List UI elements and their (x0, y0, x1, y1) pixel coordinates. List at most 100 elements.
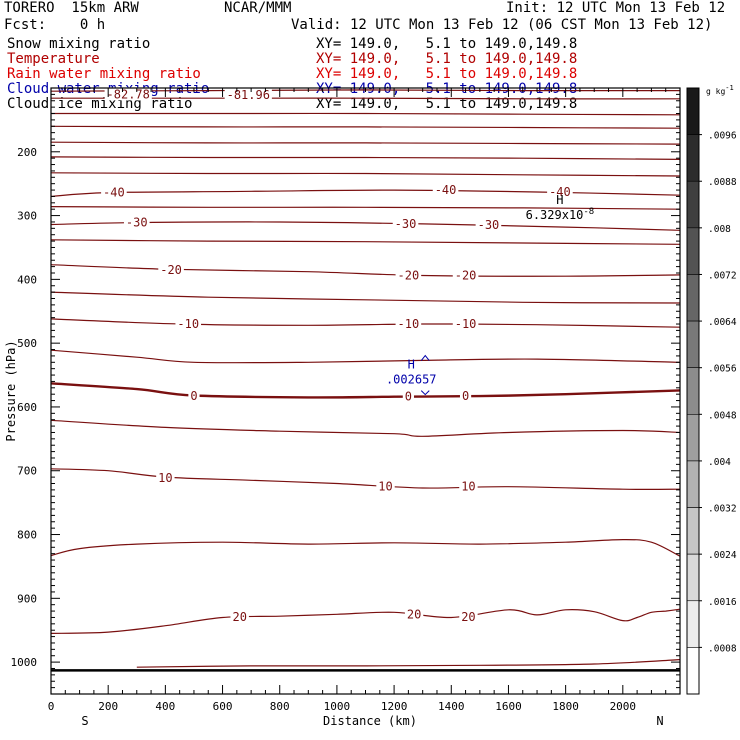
isotherm-line (50, 608, 681, 634)
isotherm-line (50, 291, 681, 304)
colorbar-tick-label: .0048 (708, 410, 737, 421)
x-tick-label: 1800 (552, 700, 579, 713)
center-title: NCAR/MMM (224, 0, 292, 16)
contour-label: -40 (435, 183, 457, 197)
x-tick-label: 400 (155, 700, 175, 713)
isotherm-line (50, 172, 681, 177)
field-name: Snow mixing ratio (7, 36, 151, 52)
isotherm-line (50, 468, 681, 491)
south-label: S (81, 714, 88, 728)
contour-label: -30 (126, 216, 148, 230)
contour-label-bg (459, 609, 478, 623)
colorbar-segment (686, 367, 700, 415)
model-title: TORERO 15km ARW (4, 0, 139, 16)
contour-label-bg (452, 268, 479, 282)
isotherm-line (50, 189, 681, 197)
contour-label-bg (459, 479, 478, 493)
isotherm-line (50, 419, 681, 437)
isotherm-line (50, 206, 681, 210)
contour-label: -10 (455, 317, 477, 331)
isotherm-line (50, 156, 681, 160)
colorbar-tick-label: .0072 (708, 270, 737, 281)
contour-label-bg (123, 215, 150, 229)
colorbar-unit-exponent: -1 (725, 84, 733, 92)
colorbar-frame (686, 87, 700, 695)
colorbar-segment (686, 460, 700, 508)
isotherm-line (50, 112, 681, 116)
contour-label: -40 (103, 186, 125, 200)
colorbar-tick-label: .008 (708, 224, 731, 235)
contour-label: -20 (455, 269, 477, 283)
x-tick-label: 1600 (495, 700, 522, 713)
isotherm-line (50, 349, 681, 364)
extremum-high-mark: H (408, 358, 415, 372)
contour-label: 20 (407, 607, 421, 621)
colorbar-tick-label: .0056 (708, 364, 737, 375)
x-tick-label: 800 (270, 700, 290, 713)
colorbar-tick-label: .0024 (708, 550, 737, 561)
field-xy-range: XY= 149.0, 5.1 to 149.0,149.8 (316, 36, 578, 52)
field-xy-range: XY= 149.0, 5.1 to 149.0,149.8 (316, 66, 578, 82)
colorbar-segment (686, 647, 700, 695)
contour-label-bg (547, 184, 573, 198)
contour-label-bg (101, 185, 127, 199)
contour-label-bg (376, 479, 395, 493)
colorbar-segment (686, 134, 700, 182)
isotherm-line (50, 125, 681, 129)
colorbar-segment (686, 600, 700, 648)
isotherm-line (50, 318, 681, 328)
extremum-high-mark: H (556, 193, 563, 207)
isotherm-line (50, 264, 681, 277)
x-tick-label: 1200 (381, 700, 408, 713)
north-label: N (656, 714, 663, 728)
contour-label: -81.96 (227, 88, 270, 102)
y-tick-label: 500 (17, 337, 37, 350)
field-name: Temperature (7, 51, 100, 67)
isotherm-line (50, 382, 681, 399)
field-xy-range: XY= 149.0, 5.1 to 149.0,149.8 (316, 51, 578, 67)
contour-label: -10 (398, 317, 420, 331)
colorbar-segment (686, 274, 700, 322)
contour-label: 0 (405, 390, 412, 404)
colorbar-tick-label: .0032 (708, 504, 737, 515)
contour-label-bg (230, 609, 249, 623)
colorbar-segment (686, 320, 700, 368)
contour-label-bg (452, 317, 479, 331)
contour-label-bg (459, 389, 472, 403)
extremum-value-mantissa: .002657 (386, 373, 437, 387)
contour-label: 10 (461, 480, 475, 494)
y-tick-label: 300 (17, 210, 37, 223)
isotherm-line (50, 239, 681, 245)
contour-label: -10 (177, 317, 199, 331)
y-axis-title: Pressure (hPa) (4, 340, 18, 441)
field-name: Cloud ice mixing ratio (7, 96, 193, 112)
y-tick-label: 800 (17, 529, 37, 542)
x-tick-label: 200 (98, 700, 118, 713)
colorbar-segment (686, 507, 700, 555)
contour-label: 10 (158, 471, 172, 485)
contour-label-bg (475, 218, 502, 232)
isotherm-line (50, 141, 681, 145)
x-tick-label: 2000 (610, 700, 637, 713)
isotherm-line (50, 538, 681, 557)
contour-label-bg (158, 262, 184, 276)
x-tick-label: 600 (213, 700, 233, 713)
contour-label-bg (432, 183, 459, 197)
y-tick-label: 600 (17, 401, 37, 414)
contour-label-bg (395, 317, 422, 331)
contour-label: 0 (462, 389, 469, 403)
field-xy-range: XY= 149.0, 5.1 to 149.0,149.8 (316, 81, 578, 97)
colorbar-segment (686, 87, 700, 135)
contour-label-bg (402, 389, 414, 403)
isotherm-line (136, 659, 681, 668)
contour-label-bg (104, 87, 152, 101)
contour-label: 0 (190, 389, 197, 403)
y-tick-label: 200 (17, 146, 37, 159)
isotherm-line (51, 97, 681, 100)
extremum-value-mantissa: 6.329x10 (526, 208, 584, 222)
y-tick-label: 700 (17, 465, 37, 478)
y-tick-label: 1000 (11, 656, 38, 669)
contour-label: 20 (232, 610, 246, 624)
field-xy-range: XY= 149.0, 5.1 to 149.0,149.8 (316, 96, 578, 112)
